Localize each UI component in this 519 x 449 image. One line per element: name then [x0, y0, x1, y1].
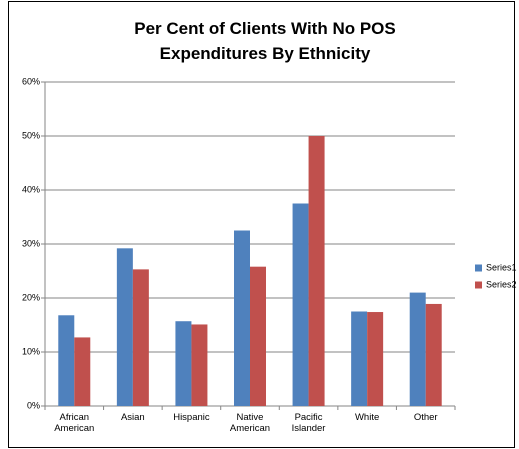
- legend-label: Series2: [486, 279, 517, 289]
- x-tick-label: Other: [413, 412, 438, 423]
- bar: [250, 266, 266, 406]
- bar: [234, 230, 250, 406]
- bar: [409, 292, 426, 406]
- y-tick-label: 20%: [22, 292, 40, 302]
- bar: [292, 203, 309, 406]
- bar: [58, 315, 75, 406]
- x-tick-label: White: [354, 412, 380, 423]
- x-tick-label: Native American: [229, 412, 271, 434]
- x-tick-label: African American: [54, 412, 95, 434]
- bar: [74, 337, 91, 406]
- legend-label: Series1: [486, 262, 517, 272]
- y-tick-label: 60%: [22, 76, 40, 86]
- legend-swatch: [475, 264, 482, 272]
- bar: [308, 136, 325, 406]
- bar: [367, 312, 384, 406]
- bar: [116, 248, 133, 406]
- x-tick-label: Pacific Islander: [291, 412, 326, 434]
- x-tick-label: Hispanic: [173, 412, 210, 423]
- bar: [175, 321, 192, 406]
- y-tick-label: 40%: [22, 184, 40, 194]
- chart-title: Per Cent of Clients With No POS Expendit…: [134, 19, 396, 63]
- y-tick-label: 10%: [22, 346, 40, 356]
- y-tick-label: 30%: [22, 238, 40, 248]
- bar: [191, 324, 208, 406]
- y-tick-label: 50%: [22, 130, 40, 140]
- legend-swatch: [475, 281, 482, 289]
- bar: [132, 269, 149, 406]
- x-tick-label: Asian: [120, 412, 145, 423]
- y-tick-label: 0%: [27, 400, 40, 410]
- bar: [351, 311, 368, 406]
- bar: [425, 303, 442, 406]
